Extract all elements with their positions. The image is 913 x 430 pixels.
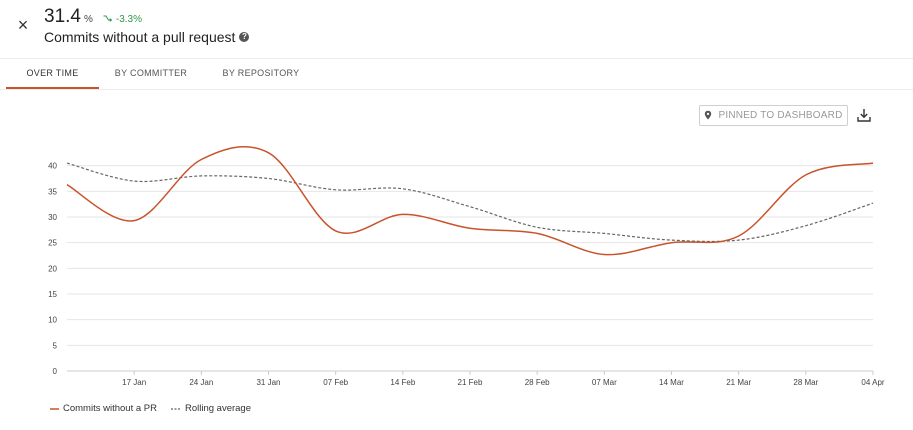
help-icon[interactable]: ? xyxy=(239,32,250,42)
x-tick-label: 14 Mar xyxy=(659,378,684,387)
trend-indicator: -3.3% xyxy=(103,14,142,25)
x-tick-label: 07 Mar xyxy=(592,378,617,387)
trend-down-icon xyxy=(103,15,112,22)
header-divider xyxy=(0,58,913,59)
y-tick-label: 25 xyxy=(48,239,57,248)
metric-summary: 31.4 % -3.3% xyxy=(44,6,142,28)
x-tick-label: 07 Feb xyxy=(323,378,348,387)
download-icon xyxy=(857,109,871,122)
series-line-rolling-average[interactable] xyxy=(66,162,874,243)
tab-over-time[interactable]: OVER TIME xyxy=(6,58,99,89)
chart-legend: Commits without a PR Rolling average xyxy=(50,403,265,414)
x-tick-label: 21 Mar xyxy=(726,378,751,387)
legend-label-rolling: Rolling average xyxy=(184,403,251,414)
series-line-commits[interactable] xyxy=(66,145,874,256)
y-tick-label: 5 xyxy=(53,341,58,350)
y-axis-ticks: 0 5 10 15 20 25 30 35 40 xyxy=(48,162,57,376)
pin-icon xyxy=(705,110,712,120)
metric-unit: % xyxy=(83,14,93,25)
page-title: Commits without a pull request ? xyxy=(44,29,250,45)
commits-chart: 0 5 10 15 20 25 30 35 40 17 Jan 24 Jan 31 Jan 07 Fe… xyxy=(48,145,885,387)
trend-value: -3.3% xyxy=(115,14,143,25)
page-title-text: Commits without a pull request xyxy=(44,29,236,45)
chart-grid xyxy=(67,165,873,372)
y-tick-label: 40 xyxy=(48,162,57,171)
y-tick-label: 15 xyxy=(48,290,57,299)
legend-item-rolling[interactable]: Rolling average xyxy=(170,403,251,414)
pinned-to-dashboard-button[interactable]: PINNED TO DASHBOARD xyxy=(699,105,848,126)
tab-by-repository[interactable]: BY REPOSITORY xyxy=(222,68,300,78)
tabs-divider xyxy=(0,89,913,90)
y-tick-label: 10 xyxy=(48,316,57,325)
y-tick-label: 30 xyxy=(48,213,57,222)
x-tick-label: 17 Jan xyxy=(122,378,146,387)
x-tick-label: 28 Mar xyxy=(793,378,818,387)
x-tick-label: 24 Jan xyxy=(189,378,213,387)
x-tick-label: 31 Jan xyxy=(256,378,280,387)
y-tick-label: 0 xyxy=(53,367,58,376)
x-axis-ticks: 17 Jan 24 Jan 31 Jan 07 Feb 14 Feb 21 Feb 28 F… xyxy=(122,371,885,387)
download-button[interactable] xyxy=(856,107,872,123)
x-tick-label: 21 Feb xyxy=(458,378,483,387)
y-tick-label: 20 xyxy=(48,264,57,273)
legend-swatch-commits xyxy=(50,407,59,410)
x-tick-label: 04 Apr xyxy=(861,378,884,387)
y-tick-label: 35 xyxy=(48,187,57,196)
x-tick-label: 14 Feb xyxy=(390,378,415,387)
metric-value: 31.4 xyxy=(44,6,81,27)
x-tick-label: 28 Feb xyxy=(525,378,550,387)
legend-item-commits[interactable]: Commits without a PR xyxy=(50,403,157,414)
close-button[interactable]: × xyxy=(17,15,29,35)
legend-swatch-rolling xyxy=(170,407,181,410)
legend-label-commits: Commits without a PR xyxy=(63,403,157,414)
tab-bar: OVER TIME BY COMMITTER BY REPOSITORY xyxy=(6,58,913,89)
tab-by-committer[interactable]: BY COMMITTER xyxy=(114,68,188,78)
pinned-label: PINNED TO DASHBOARD xyxy=(718,110,843,121)
chart-series xyxy=(66,145,874,256)
